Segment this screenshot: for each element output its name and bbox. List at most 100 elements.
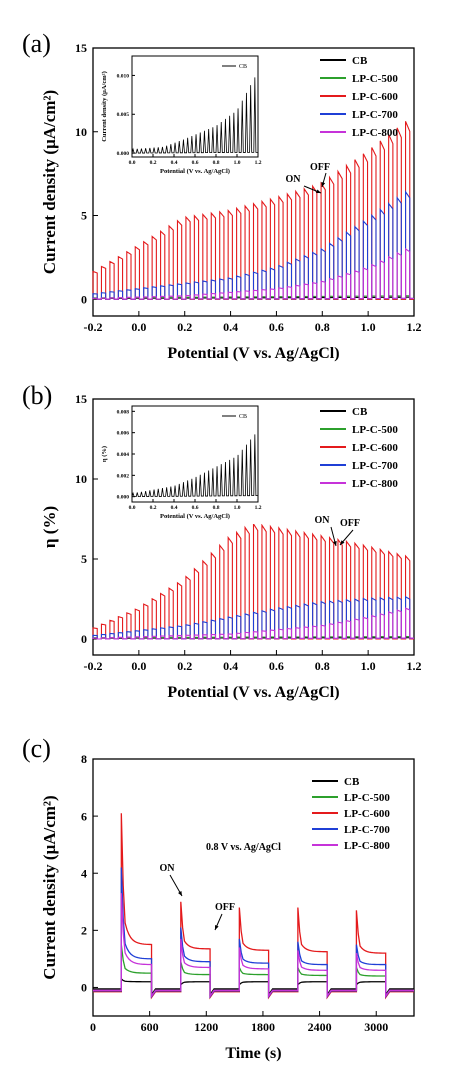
x-tick-label: 0.6 bbox=[269, 659, 284, 673]
y-axis-label: Current density (μA/cm²) bbox=[40, 90, 59, 274]
inset-background bbox=[102, 52, 262, 179]
chart-panel-a: (a) -0.2 0.0 0.2 0.4 0.6 0.8 1.0 1.2 0 5 10 15 Potent… bbox=[22, 29, 422, 362]
inset-chart: 0.0 0.2 0.4 0.6 0.8 1.0 1.2 0.000 0.005 0.010 Pote… bbox=[101, 52, 262, 179]
on-annotation: ON bbox=[160, 863, 176, 874]
x-tick-label: 0.8 bbox=[213, 505, 220, 511]
x-tick-label: 1.2 bbox=[407, 320, 422, 334]
annotation-arrowhead bbox=[321, 182, 326, 187]
x-axis-label: Time (s) bbox=[225, 1045, 281, 1062]
annotation-arrowhead bbox=[332, 541, 337, 546]
y-tick-label: 0 bbox=[81, 632, 87, 646]
y-tick-label: 6 bbox=[81, 809, 87, 823]
inset-x-axis-label: Potential (V vs. Ag/AgCl) bbox=[160, 168, 230, 175]
on-annotation: ON bbox=[286, 174, 302, 185]
inset-series-line bbox=[131, 434, 258, 498]
inset-background bbox=[102, 402, 262, 524]
inset-legend-label: CB bbox=[239, 414, 247, 420]
series-line-lp-c-800 bbox=[92, 607, 414, 640]
y-tick-label: 0.002 bbox=[117, 473, 130, 479]
x-tick-label: 0.2 bbox=[177, 320, 192, 334]
inset-y-axis-label: Current density (μA/cm²) bbox=[101, 71, 108, 142]
x-tick-label: 0.2 bbox=[177, 659, 192, 673]
panel-label: (c) bbox=[22, 734, 51, 763]
x-tick-label: 1200 bbox=[194, 1020, 218, 1034]
legend-label: LP-C-500 bbox=[344, 792, 390, 804]
x-tick-label: 1.2 bbox=[255, 505, 262, 511]
legend-label: CB bbox=[344, 776, 360, 788]
x-tick-label: 1.2 bbox=[407, 659, 422, 673]
series-line-lp-c-500 bbox=[93, 944, 414, 999]
series-line-cb bbox=[93, 977, 414, 997]
plot-frame bbox=[92, 47, 415, 317]
x-tick-label: 0.0 bbox=[131, 320, 146, 334]
legend-label: LP-C-800 bbox=[344, 840, 390, 852]
legend-label: LP-C-700 bbox=[352, 460, 398, 472]
x-tick-label: 1.2 bbox=[255, 160, 262, 166]
y-tick-label: 8 bbox=[81, 752, 87, 766]
y-tick-label: 0.006 bbox=[117, 431, 130, 437]
x-tick-label: 0.2 bbox=[150, 160, 157, 166]
x-tick-label: 1.0 bbox=[361, 320, 376, 334]
x-tick-label: 2400 bbox=[308, 1020, 332, 1034]
x-tick-label: 0.4 bbox=[223, 659, 238, 673]
legend-label: CB bbox=[352, 406, 368, 418]
x-tick-label: 3000 bbox=[364, 1020, 388, 1034]
panel-label: (b) bbox=[22, 381, 52, 410]
legend-label: LP-C-500 bbox=[352, 73, 398, 85]
x-tick-label: 1.0 bbox=[361, 659, 376, 673]
series-line-lp-c-700 bbox=[93, 867, 414, 999]
x-tick-label: 0.0 bbox=[129, 160, 136, 166]
inset-chart: 0.0 0.2 0.4 0.6 0.8 1.0 1.2 0.000 0.002 0.004 0.00… bbox=[101, 402, 262, 524]
annotation-arrowhead bbox=[340, 540, 345, 545]
x-tick-label: 0.8 bbox=[213, 160, 220, 166]
x-tick-label: 1800 bbox=[251, 1020, 275, 1034]
x-tick-label: 0.0 bbox=[129, 505, 136, 511]
inset-x-axis-label: Potential (V vs. Ag/AgCl) bbox=[160, 513, 230, 520]
plot-frame bbox=[92, 398, 415, 656]
x-axis-label: Potential (V vs. Ag/AgCl) bbox=[167, 345, 339, 362]
series-line-lp-c-800 bbox=[92, 247, 414, 300]
y-tick-label: 0.000 bbox=[117, 495, 130, 501]
plot-frame bbox=[92, 758, 415, 1017]
legend-label: CB bbox=[352, 55, 368, 67]
y-axis-label: Current density (μA/cm²) bbox=[40, 795, 59, 979]
annotation-arrowhead bbox=[316, 189, 321, 194]
x-tick-label: -0.2 bbox=[84, 659, 103, 673]
y-tick-label: 2 bbox=[81, 924, 87, 938]
legend-label: LP-C-700 bbox=[352, 109, 398, 121]
legend-label: LP-C-500 bbox=[352, 424, 398, 436]
x-tick-label: 0.6 bbox=[269, 320, 284, 334]
panel-label: (a) bbox=[22, 29, 51, 58]
x-tick-label: 1.0 bbox=[234, 160, 241, 166]
x-tick-label: 0.6 bbox=[192, 160, 199, 166]
chart-panel-c: (c) 0 600 1200 1800 2400 3000 0 2 4 6 8 Time (s) Curr… bbox=[22, 734, 415, 1062]
chart-panel-b: (b) -0.2 0.0 0.2 0.4 0.6 0.8 1.0 1.2 0 5 10 15 Potent… bbox=[22, 381, 422, 701]
y-tick-label: 0 bbox=[81, 981, 87, 995]
inset-series-line bbox=[131, 77, 258, 154]
series-line-lp-c-800 bbox=[93, 893, 414, 999]
y-tick-label: 10 bbox=[75, 472, 87, 486]
x-tick-label: 0.8 bbox=[315, 320, 330, 334]
y-tick-label: 4 bbox=[81, 866, 87, 880]
x-tick-label: 0 bbox=[90, 1020, 96, 1034]
legend-label: LP-C-700 bbox=[344, 824, 390, 836]
y-tick-label: 0.004 bbox=[117, 452, 130, 458]
y-tick-label: 0 bbox=[81, 292, 87, 306]
x-tick-label: 0.6 bbox=[192, 505, 199, 511]
x-tick-label: 0.4 bbox=[223, 320, 238, 334]
x-tick-label: 0.4 bbox=[171, 505, 178, 511]
y-tick-label: 0.008 bbox=[117, 409, 130, 415]
x-tick-label: 600 bbox=[141, 1020, 159, 1034]
y-axis-label: η (%) bbox=[40, 506, 59, 548]
legend-label: LP-C-600 bbox=[352, 91, 398, 103]
legend-label: LP-C-600 bbox=[344, 808, 390, 820]
on-annotation: ON bbox=[315, 515, 331, 526]
inset-y-axis-label: η (%) bbox=[101, 446, 108, 462]
bias-annotation: 0.8 V vs. Ag/AgCl bbox=[206, 842, 281, 853]
x-tick-label: 0.2 bbox=[150, 505, 157, 511]
x-tick-label: 0.4 bbox=[171, 160, 178, 166]
legend-label: LP-C-600 bbox=[352, 442, 398, 454]
legend-label: LP-C-800 bbox=[352, 127, 398, 139]
x-axis-label: Potential (V vs. Ag/AgCl) bbox=[167, 684, 339, 701]
